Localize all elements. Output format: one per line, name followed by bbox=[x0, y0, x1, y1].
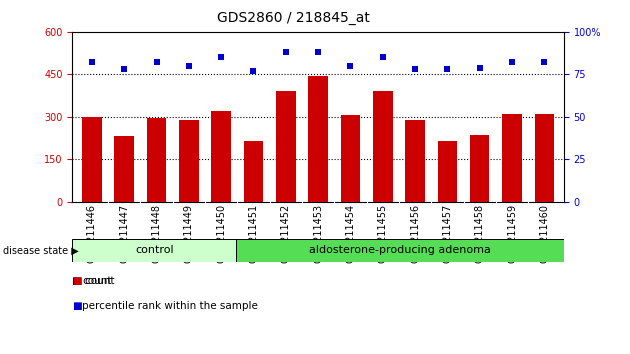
Text: ■: ■ bbox=[72, 276, 82, 286]
Point bbox=[313, 50, 323, 55]
Text: GSM211460: GSM211460 bbox=[539, 204, 549, 263]
Bar bbox=[236, 239, 564, 262]
Text: GSM211450: GSM211450 bbox=[216, 204, 226, 263]
Point bbox=[539, 59, 549, 65]
Bar bbox=[276, 91, 295, 202]
Point bbox=[119, 67, 129, 72]
Text: GSM211456: GSM211456 bbox=[410, 204, 420, 263]
Bar bbox=[470, 135, 490, 202]
Bar bbox=[535, 114, 554, 202]
Text: GSM211455: GSM211455 bbox=[378, 204, 388, 263]
Point bbox=[151, 59, 161, 65]
Text: GSM211459: GSM211459 bbox=[507, 204, 517, 263]
Point bbox=[248, 68, 258, 74]
Text: aldosterone-producing adenoma: aldosterone-producing adenoma bbox=[309, 245, 491, 256]
Bar bbox=[212, 111, 231, 202]
Text: GSM211452: GSM211452 bbox=[281, 204, 291, 263]
Text: GSM211449: GSM211449 bbox=[184, 204, 194, 263]
Bar bbox=[438, 141, 457, 202]
Text: percentile rank within the sample: percentile rank within the sample bbox=[82, 301, 258, 311]
Text: ■ count: ■ count bbox=[72, 276, 115, 286]
Bar bbox=[341, 115, 360, 202]
Point bbox=[281, 50, 291, 55]
Point bbox=[442, 67, 452, 72]
Text: GSM211446: GSM211446 bbox=[87, 204, 97, 263]
Point bbox=[410, 67, 420, 72]
Text: GSM211451: GSM211451 bbox=[248, 204, 258, 263]
Text: GDS2860 / 218845_at: GDS2860 / 218845_at bbox=[217, 11, 370, 25]
Bar bbox=[179, 120, 198, 202]
Bar bbox=[115, 136, 134, 202]
Point bbox=[184, 63, 194, 69]
Text: GSM211448: GSM211448 bbox=[151, 204, 161, 263]
Text: count: count bbox=[82, 276, 112, 286]
Bar bbox=[72, 239, 236, 262]
Point bbox=[507, 59, 517, 65]
Bar bbox=[373, 91, 392, 202]
Point bbox=[87, 59, 97, 65]
Bar bbox=[147, 118, 166, 202]
Point bbox=[475, 65, 485, 70]
Text: GSM211447: GSM211447 bbox=[119, 204, 129, 263]
Text: GSM211457: GSM211457 bbox=[442, 204, 452, 263]
Text: GSM211458: GSM211458 bbox=[475, 204, 485, 263]
Point bbox=[216, 55, 226, 60]
Bar bbox=[309, 76, 328, 202]
Text: control: control bbox=[135, 245, 174, 256]
Bar bbox=[244, 141, 263, 202]
Text: GSM211454: GSM211454 bbox=[345, 204, 355, 263]
Bar bbox=[503, 114, 522, 202]
Point bbox=[378, 55, 388, 60]
Text: ■: ■ bbox=[72, 301, 82, 311]
Text: GSM211453: GSM211453 bbox=[313, 204, 323, 263]
Text: disease state ▶: disease state ▶ bbox=[3, 245, 79, 256]
Bar bbox=[82, 117, 101, 202]
Bar bbox=[406, 120, 425, 202]
Point bbox=[345, 63, 355, 69]
